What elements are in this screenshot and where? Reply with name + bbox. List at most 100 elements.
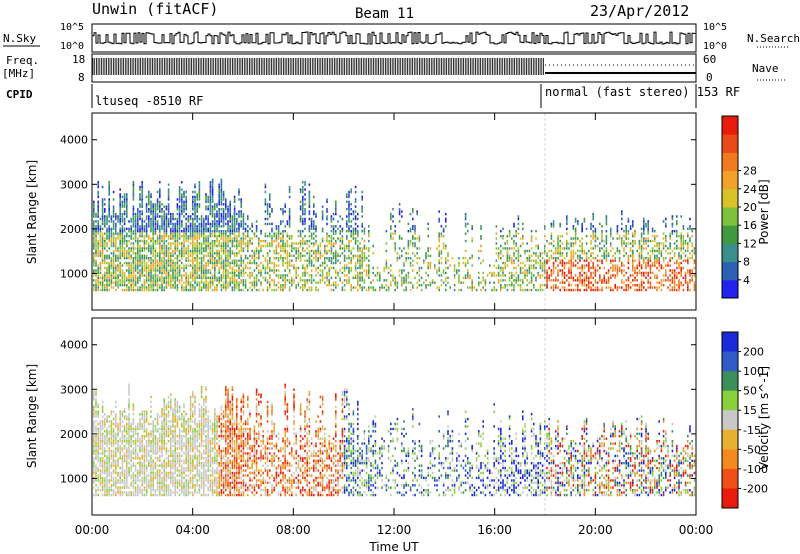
power-heatmap xyxy=(93,113,696,310)
power-colorbar-tick-label-5: 24 xyxy=(743,183,757,196)
power-ytick-label-2000: 2000 xyxy=(60,223,88,236)
power-colorbar-swatch-6 xyxy=(722,170,738,190)
power-cells-3 xyxy=(93,181,696,292)
velocity-colorbar-swatch-6 xyxy=(722,449,738,470)
power-colorbar-swatch-2 xyxy=(722,243,738,263)
velocity-colorbar-swatch-4 xyxy=(722,410,738,431)
freq-tick-top: 18 xyxy=(72,53,85,66)
power-colorbar-swatch-9 xyxy=(722,116,738,135)
freq-label: Freq. xyxy=(6,54,39,67)
power-y-axis: 1000 2000 3000 4000 xyxy=(60,134,696,280)
nsky-label: N.Sky xyxy=(3,32,36,45)
power-colorbar: 4 8 12 16 20 24 28 Power [dB] xyxy=(721,115,771,299)
power-ytick-label-1000: 1000 xyxy=(60,267,88,280)
power-colorbar-tick-label-2: 12 xyxy=(743,237,757,250)
power-cells-7 xyxy=(546,259,696,292)
velocity-cells-3 xyxy=(93,386,696,497)
cpid-left-mode: ltuseq -8510 RF xyxy=(95,94,203,108)
velocity-colorbar-swatch-8 xyxy=(722,488,738,509)
noise-strip: N.Sky 10^5 10^0 10^5 10^0 N.Search xyxy=(3,22,800,53)
time-axis: 00:00 04:00 08:00 12:00 16:00 20:00 00:00 xyxy=(75,113,714,537)
power-colorbar-tick-label-3: 16 xyxy=(743,219,757,232)
beam-title: Beam 11 xyxy=(355,6,414,22)
power-cells-9 xyxy=(546,259,691,292)
power-colorbar-swatch-5 xyxy=(722,188,738,208)
power-colorbar-tick-label-6: 28 xyxy=(743,165,757,178)
velocity-colorbar-swatch-5 xyxy=(722,429,738,450)
noise-trace xyxy=(91,31,696,45)
velocity-colorbar-swatch-2 xyxy=(722,371,738,392)
velocity-cells-4 xyxy=(93,383,696,497)
velocity-colorbar-swatch-0 xyxy=(722,332,738,353)
frequency-strip: Freq. [MHz] 18 8 60 0 Nave xyxy=(2,53,785,84)
velocity-colorbar-label: Velocity [m s^-1] xyxy=(757,366,771,470)
velocity-colorbar-swatch-7 xyxy=(722,468,738,489)
velocity-cells-7 xyxy=(218,386,344,497)
power-cells-4 xyxy=(93,232,693,292)
power-colorbar-tick-label-4: 20 xyxy=(743,201,757,214)
velocity-heatmap xyxy=(93,318,696,515)
velocity-colorbar-tick-label-5: -50 xyxy=(743,443,761,456)
nave-tick-bottom: 0 xyxy=(706,71,713,84)
velocity-colorbar-swatch-1 xyxy=(722,351,738,372)
power-colorbar-tick-label-0: 4 xyxy=(743,274,750,287)
noise-left-tick-top: 10^5 xyxy=(60,22,84,33)
velocity-colorbar-tick-label-7: -200 xyxy=(743,482,768,495)
power-panel: 1000 2000 3000 4000 Slant Range [km] xyxy=(25,112,697,311)
power-colorbar-swatch-1 xyxy=(722,261,738,281)
time-tick-label-6: 00:00 xyxy=(679,523,714,537)
velocity-ytick-label-2000: 2000 xyxy=(60,428,88,441)
velocity-cells-0 xyxy=(343,390,693,497)
power-colorbar-swatch-7 xyxy=(722,152,738,172)
cpid-label: CPID xyxy=(6,88,33,101)
velocity-panel: 1000 2000 3000 4000 Slant Range [km] xyxy=(25,317,697,516)
power-colorbar-swatch-0 xyxy=(722,279,738,299)
time-tick-label-5: 20:00 xyxy=(578,523,613,537)
velocity-ytick-label-3000: 3000 xyxy=(60,383,88,396)
freq-unit-label: [MHz] xyxy=(2,67,35,80)
velocity-colorbar-tick-label-4: -15 xyxy=(743,424,761,437)
time-tick-label-3: 12:00 xyxy=(377,523,412,537)
noise-right-tick-top: 10^5 xyxy=(703,22,727,33)
velocity-colorbar-scale: 200 100 50 15 -15 -50 -100 -200 xyxy=(721,331,768,509)
power-colorbar-label: Power [dB] xyxy=(757,179,771,244)
power-ytick-label-3000: 3000 xyxy=(60,178,88,191)
nave-label: Nave xyxy=(752,62,779,75)
velocity-colorbar-frame xyxy=(721,331,739,509)
velocity-cells-6 xyxy=(218,388,696,497)
time-tick-label-2: 08:00 xyxy=(276,523,311,537)
velocity-colorbar-tick-label-2: 50 xyxy=(743,385,757,398)
power-colorbar-scale: 4 8 12 16 20 24 28 xyxy=(721,115,757,299)
velocity-ytick-label-4000: 4000 xyxy=(60,339,88,352)
power-ytick-label-4000: 4000 xyxy=(60,134,88,147)
date-title: 23/Apr/2012 xyxy=(590,2,689,20)
power-cells-0 xyxy=(93,181,691,233)
velocity-colorbar: 200 100 50 15 -15 -50 -100 -200 Velocity [m s^-… xyxy=(721,331,771,509)
frequency-trace xyxy=(92,58,696,75)
power-colorbar-tick-label-1: 8 xyxy=(743,256,750,269)
power-cells-8 xyxy=(546,259,696,292)
velocity-cells-2 xyxy=(343,403,693,497)
velocity-ytick-label-1000: 1000 xyxy=(60,472,88,485)
time-tick-label-4: 16:00 xyxy=(477,523,512,537)
time-tick-label-1: 04:00 xyxy=(175,523,210,537)
station-title: Unwin (fitACF) xyxy=(92,0,218,18)
power-colorbar-swatch-3 xyxy=(722,225,738,244)
cpid-right-mode: normal (fast stereo) 153 RF xyxy=(545,85,740,99)
time-tick-label-0: 00:00 xyxy=(75,523,110,537)
freq-tick-bottom: 8 xyxy=(78,71,85,84)
velocity-colorbar-tick-label-1: 100 xyxy=(743,365,764,378)
velocity-y-axis: 1000 2000 3000 4000 xyxy=(60,339,696,485)
velocity-colorbar-tick-label-3: 15 xyxy=(743,404,757,417)
velocity-colorbar-swatch-3 xyxy=(722,390,738,411)
power-colorbar-swatch-8 xyxy=(722,134,738,153)
velocity-colorbar-tick-label-6: -100 xyxy=(743,463,768,476)
noise-right-tick-bottom: 10^0 xyxy=(703,41,727,52)
velocity-colorbar-tick-label-0: 200 xyxy=(743,346,764,359)
time-axis-label: Time UT xyxy=(368,540,419,554)
power-cells-1 xyxy=(93,181,691,233)
cpid-strip: CPID ltuseq -8510 RF normal (fast stereo… xyxy=(6,84,740,108)
power-ylabel: Slant Range [km] xyxy=(25,160,39,264)
nsearch-label: N.Search xyxy=(747,32,800,45)
